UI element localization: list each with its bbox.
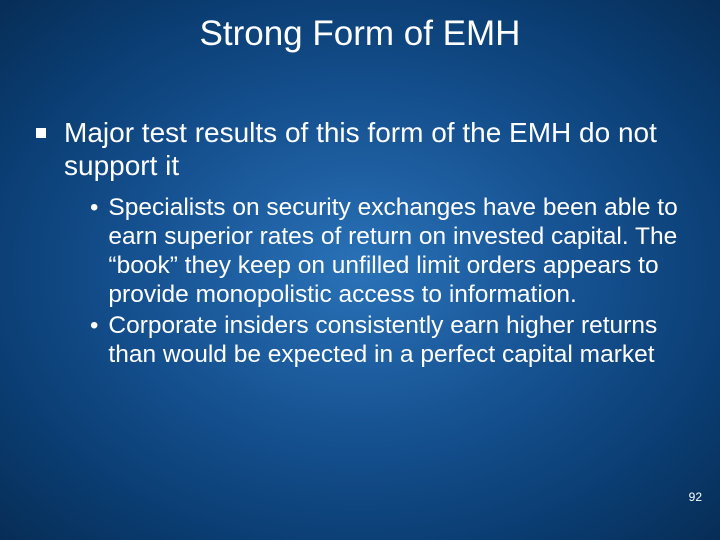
page-number: 92 bbox=[689, 490, 702, 504]
square-bullet-icon bbox=[36, 128, 46, 138]
dot-bullet-icon: • bbox=[90, 312, 98, 340]
bullet-level1-text: Major test results of this form of the E… bbox=[64, 116, 692, 182]
bullet-level2-text: Corporate insiders consistently earn hig… bbox=[108, 312, 692, 370]
dot-bullet-icon: • bbox=[90, 194, 98, 222]
bullet-level1: Major test results of this form of the E… bbox=[36, 116, 692, 182]
slide-title: Strong Form of EMH bbox=[28, 14, 692, 54]
slide-container: Strong Form of EMH Major test results of… bbox=[0, 0, 720, 540]
bullet-level2-text: Specialists on security exchanges have b… bbox=[108, 194, 692, 310]
bullet-level2: • Corporate insiders consistently earn h… bbox=[90, 312, 692, 370]
bullet-level2: • Specialists on security exchanges have… bbox=[90, 194, 692, 310]
